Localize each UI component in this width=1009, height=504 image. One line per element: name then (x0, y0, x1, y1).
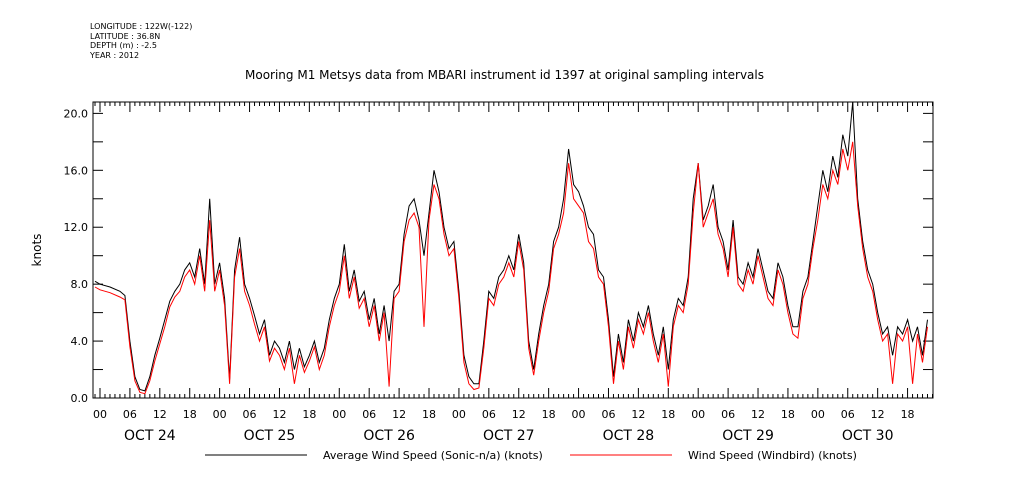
x-day-label: OCT 28 (603, 428, 655, 444)
x-tick-label: 18 (901, 408, 915, 421)
x-tick-label: 06 (482, 408, 496, 421)
x-tick-label: 00 (691, 408, 705, 421)
x-day-label: OCT 30 (842, 428, 894, 444)
x-tick-label: 00 (213, 408, 227, 421)
y-axis-label: knots (30, 234, 44, 267)
y-tick-label: 16.0 (64, 164, 89, 177)
y-tick-label: 4.0 (71, 335, 89, 348)
x-tick-label: 06 (362, 408, 376, 421)
x-tick-label: 18 (542, 408, 556, 421)
y-tick-label: 8.0 (71, 278, 89, 291)
x-tick-label: 06 (123, 408, 137, 421)
x-tick-label: 00 (572, 408, 586, 421)
x-tick-label: 18 (661, 408, 675, 421)
x-tick-label: 00 (93, 408, 107, 421)
x-tick-label: 06 (841, 408, 855, 421)
x-tick-label: 12 (631, 408, 645, 421)
series-line-windbird-wind-speed (94, 141, 928, 395)
x-tick-label: 06 (601, 408, 615, 421)
x-day-label: OCT 26 (363, 428, 415, 444)
legend-label-average-wind-speed: Average Wind Speed (Sonic-n/a) (knots) (323, 449, 543, 462)
year-label: YEAR : 2012 (90, 50, 140, 60)
x-tick-label: 06 (721, 408, 735, 421)
x-tick-label: 12 (392, 408, 406, 421)
chart-title: Mooring M1 Metsys data from MBARI instru… (245, 68, 764, 82)
x-tick-label: 18 (183, 408, 197, 421)
x-tick-label: 12 (272, 408, 286, 421)
x-day-label: OCT 25 (244, 428, 296, 444)
x-tick-label: 18 (422, 408, 436, 421)
y-tick-label: 12.0 (64, 221, 89, 234)
x-tick-label: 12 (153, 408, 167, 421)
series-line-average-wind-speed (94, 101, 928, 392)
legend-label-windbird-wind-speed: Wind Speed (Windbird) (knots) (688, 449, 857, 462)
longitude-label: LONGITUDE : 122W(-122) (90, 22, 193, 31)
x-tick-label: 18 (302, 408, 316, 421)
x-tick-label: 12 (512, 408, 526, 421)
metadata-block: LONGITUDE : 122W(-122) LATITUDE : 36.8N … (90, 22, 192, 60)
x-tick-label: 00 (811, 408, 825, 421)
plot-frame (92, 101, 934, 399)
x-tick-label: 00 (332, 408, 346, 421)
depth-label: DEPTH (m) : -2.5 (90, 41, 157, 50)
x-tick-label: 00 (452, 408, 466, 421)
x-day-label: OCT 24 (124, 428, 176, 444)
x-day-label: OCT 29 (722, 428, 774, 444)
x-tick-label: 12 (871, 408, 885, 421)
x-tick-label: 18 (781, 408, 795, 421)
x-tick-label: 12 (751, 408, 765, 421)
y-tick-label: 20.0 (64, 107, 89, 120)
y-tick-label: 0.0 (71, 392, 89, 405)
latitude-label: LATITUDE : 36.8N (90, 31, 161, 41)
x-tick-label: 06 (243, 408, 257, 421)
x-day-label: OCT 27 (483, 428, 535, 444)
